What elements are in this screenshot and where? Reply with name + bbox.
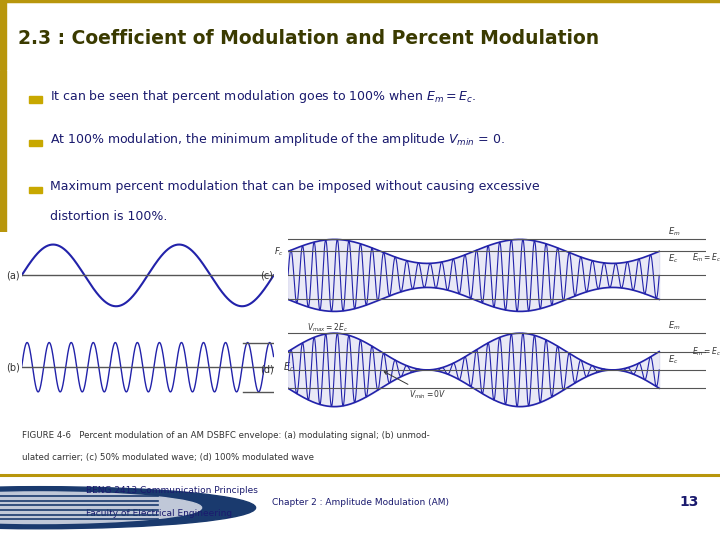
Text: 13: 13 <box>679 495 698 509</box>
Text: $E_c$: $E_c$ <box>668 353 679 366</box>
Text: It can be seen that percent modulation goes to 100% when $E_m = E_c$.: It can be seen that percent modulation g… <box>50 87 477 105</box>
Text: $V_{max} = 2E_c$: $V_{max} = 2E_c$ <box>307 321 348 334</box>
Circle shape <box>0 492 202 523</box>
Text: $E_m = E_c$: $E_m = E_c$ <box>692 345 720 358</box>
Circle shape <box>0 487 256 529</box>
Text: Chapter 2 : Amplitude Modulation (AM): Chapter 2 : Amplitude Modulation (AM) <box>271 497 449 507</box>
Text: $V_{min} = 0 V$: $V_{min} = 0 V$ <box>384 372 446 401</box>
Text: (b): (b) <box>6 362 19 372</box>
Text: (a): (a) <box>6 271 19 280</box>
Text: $E_m$: $E_m$ <box>668 320 681 332</box>
Text: distortion is 100%.: distortion is 100%. <box>50 210 168 222</box>
Text: $E_m$: $E_m$ <box>668 226 681 238</box>
Bar <box>29 140 42 146</box>
Text: ulated carrier; (c) 50% modulated wave; (d) 100% modulated wave: ulated carrier; (c) 50% modulated wave; … <box>22 453 314 462</box>
Text: $F_c$: $F_c$ <box>274 245 284 258</box>
Text: (c): (c) <box>260 271 273 280</box>
Bar <box>0 0 6 70</box>
Text: $E_m = E_c/2$: $E_m = E_c/2$ <box>692 251 720 264</box>
Text: FIGURE 4-6   Percent modulation of an AM DSBFC envelope: (a) modulating signal; : FIGURE 4-6 Percent modulation of an AM D… <box>22 431 429 440</box>
Text: Maximum percent modulation that can be imposed without causing excessive: Maximum percent modulation that can be i… <box>50 180 540 193</box>
Text: $E_c$: $E_c$ <box>668 253 679 265</box>
Bar <box>29 96 42 103</box>
Text: Faculty of Electrical Engineering: Faculty of Electrical Engineering <box>86 509 233 518</box>
Text: At 100% modulation, the minimum amplitude of the amplitude $V_{min}$ = 0.: At 100% modulation, the minimum amplitud… <box>50 131 505 148</box>
Text: 2.3 : Coefficient of Modulation and Percent Modulation: 2.3 : Coefficient of Modulation and Perc… <box>18 29 599 48</box>
Text: BENG 2413 Communication Principles: BENG 2413 Communication Principles <box>86 487 258 495</box>
Bar <box>29 187 42 193</box>
Text: $E_c$: $E_c$ <box>283 360 294 374</box>
Bar <box>0 70 6 232</box>
Text: (d): (d) <box>260 365 274 375</box>
